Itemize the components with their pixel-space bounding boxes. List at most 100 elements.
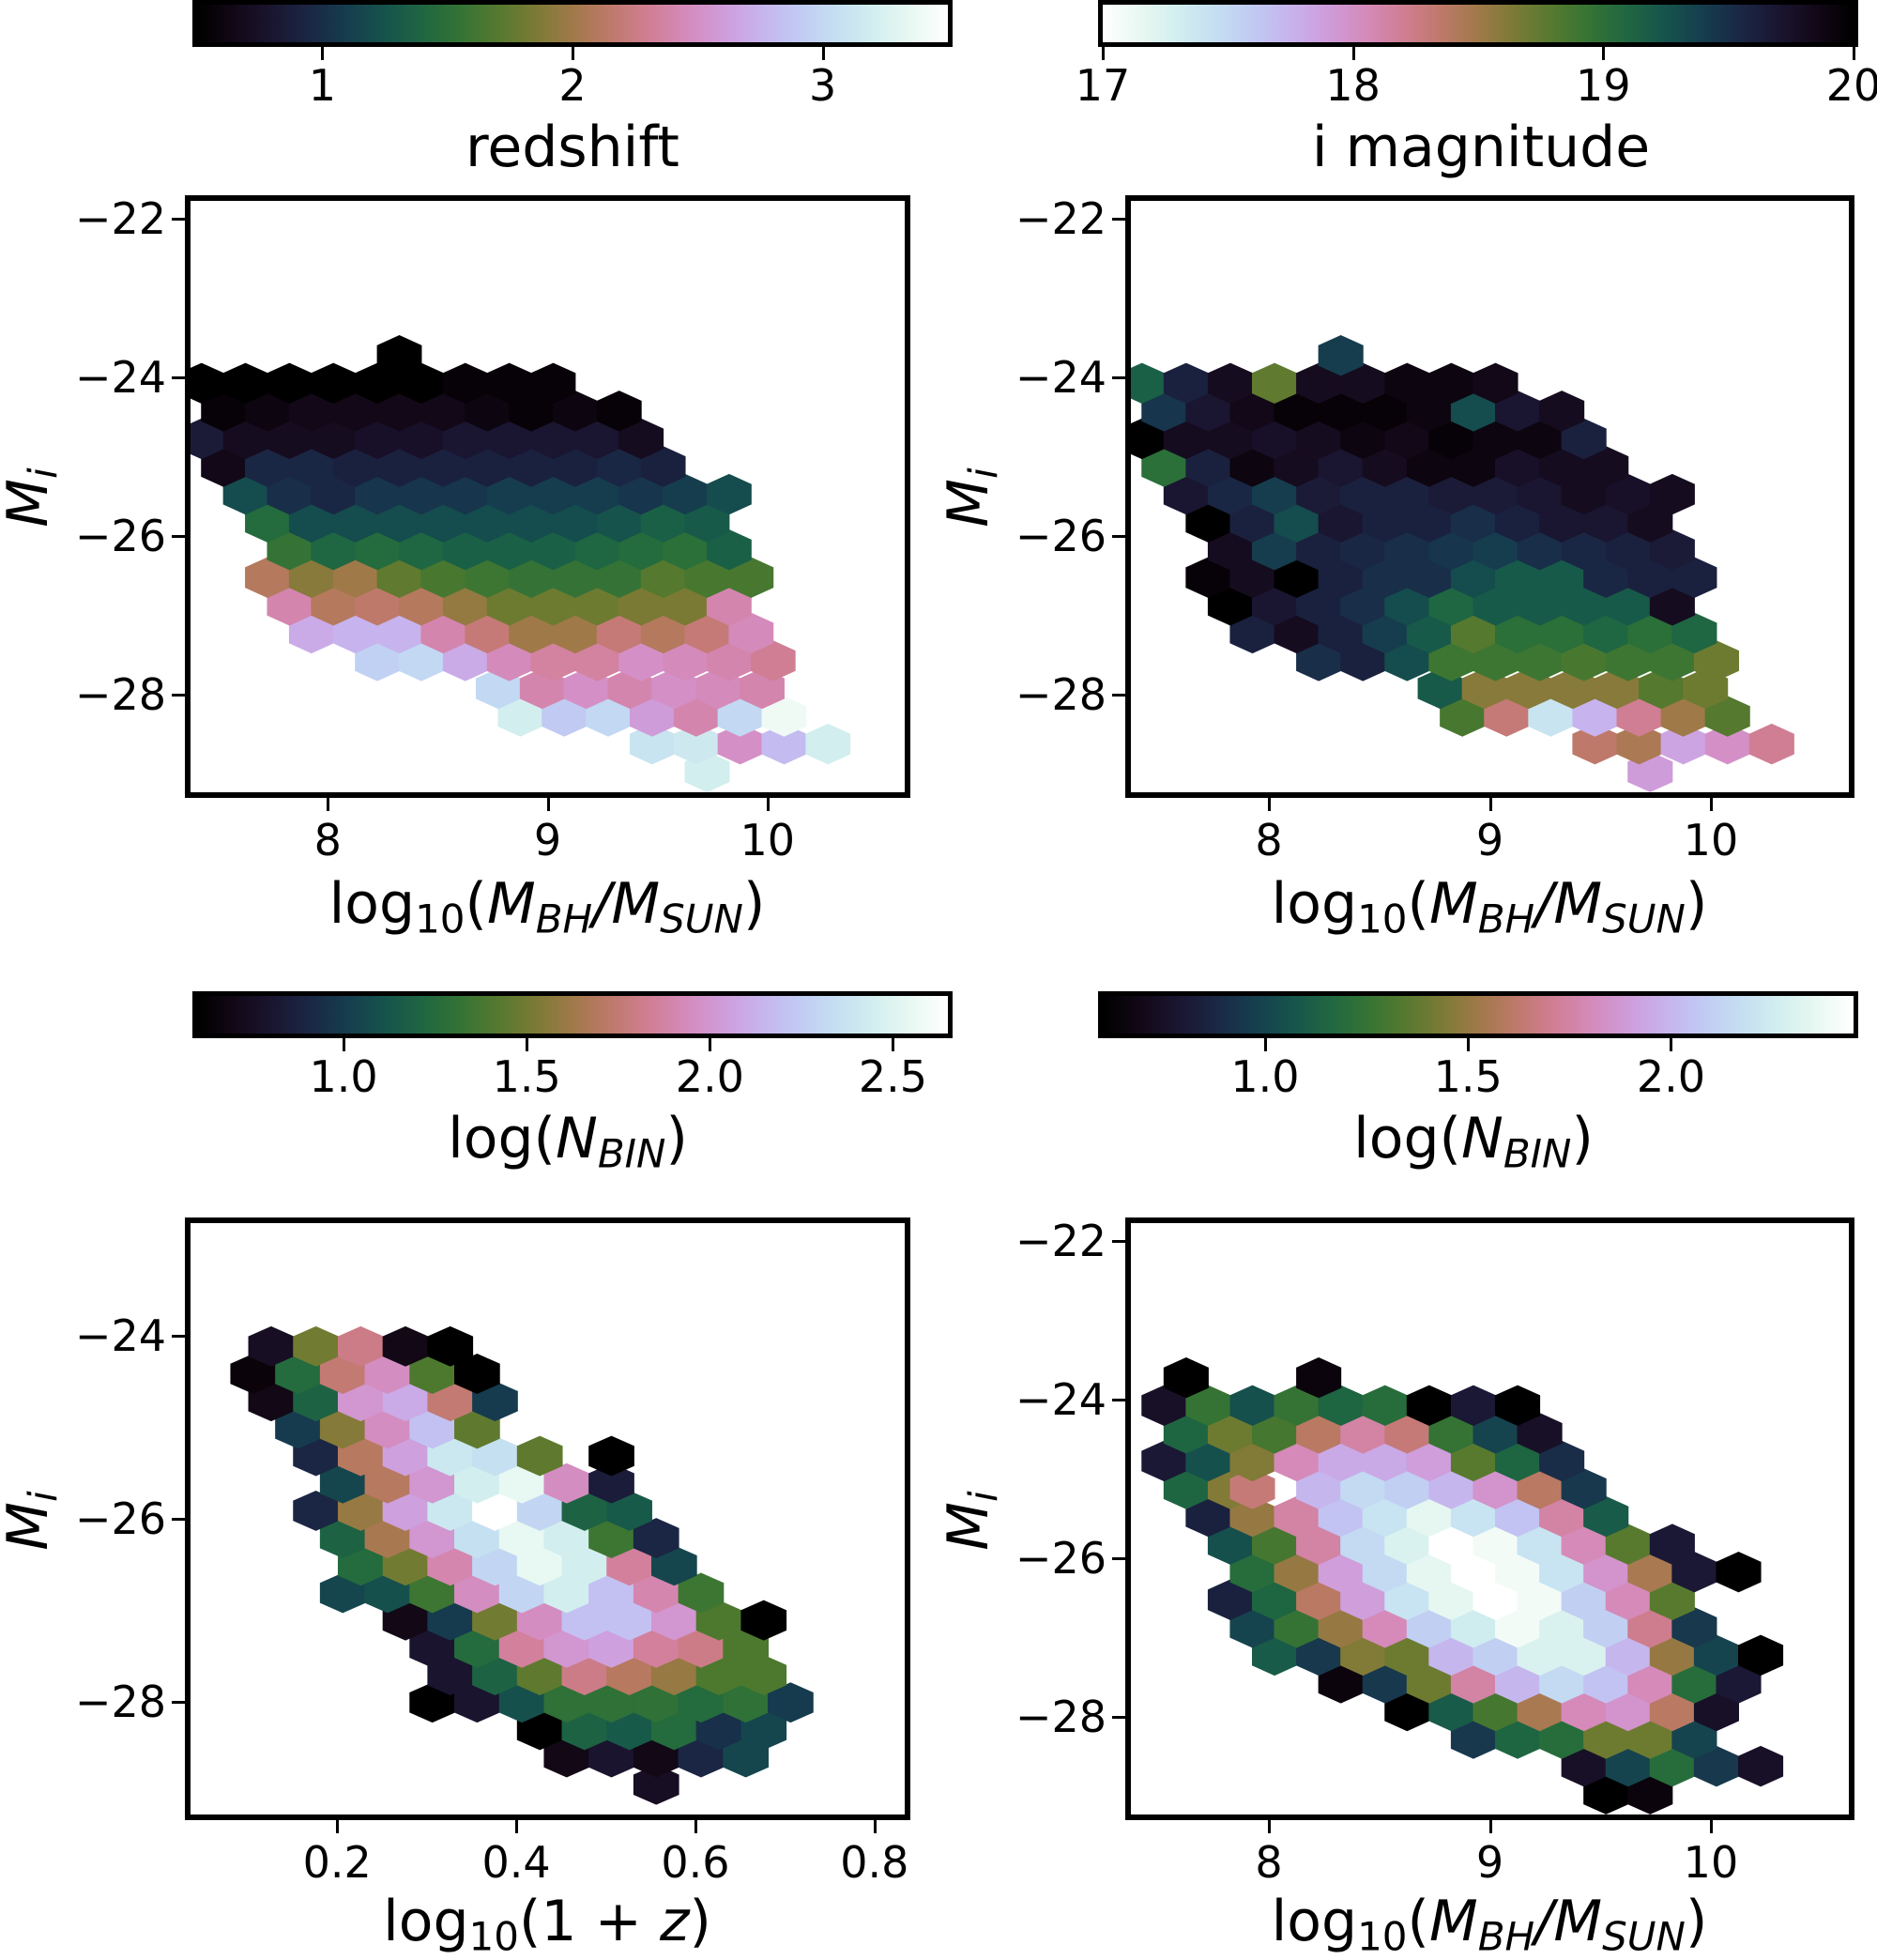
hexbin-cell xyxy=(1561,1468,1607,1509)
hexbin-cell xyxy=(1274,612,1320,654)
hexbin-cell xyxy=(355,528,401,571)
hexbin-cell xyxy=(201,390,247,432)
hexbin-cell xyxy=(543,1518,590,1559)
hexbin-cell xyxy=(633,1682,679,1723)
hexbin-cell xyxy=(245,501,290,543)
hexbin-cell xyxy=(1561,473,1607,515)
y-tick-label: −26 xyxy=(74,511,166,562)
hexbin-cell xyxy=(332,390,378,432)
hexbin-cell xyxy=(1495,446,1541,487)
xlabel-base: 10 xyxy=(1357,1913,1408,1960)
hexbin-cell xyxy=(1207,1579,1253,1620)
hexbin-cell xyxy=(376,335,422,376)
hexbin-cell xyxy=(1649,1579,1695,1620)
hexbin-cell xyxy=(420,446,466,487)
hexbin-cell xyxy=(1318,557,1364,598)
hexbin-cell xyxy=(618,585,664,626)
hexbin-cell xyxy=(1428,418,1474,460)
hexbin-cell xyxy=(1627,1607,1673,1648)
hexbin-cell xyxy=(761,696,807,737)
hexbin-cell xyxy=(311,528,357,571)
hexbin-cell xyxy=(1517,1579,1563,1620)
hexbin-cell xyxy=(629,723,675,765)
hexbin-cell xyxy=(364,1408,411,1449)
colorbar-tick-label: 1.0 xyxy=(1230,1051,1300,1102)
hexbin-cell xyxy=(684,557,730,598)
hexbin-cell xyxy=(1274,1385,1320,1426)
hexbin-cell xyxy=(267,528,313,571)
hexbin-cell xyxy=(420,390,466,432)
hexbin-cell xyxy=(465,612,511,654)
hexbin-cell xyxy=(355,418,401,460)
y-tick-label: −24 xyxy=(1015,1374,1106,1426)
y-tick-label: −26 xyxy=(74,1493,166,1544)
hexbin-cell xyxy=(516,1435,563,1477)
hexbin-cell xyxy=(1296,1413,1342,1454)
hexbin-cell xyxy=(319,1572,366,1614)
hexbin-cell xyxy=(498,1682,545,1723)
x-axis-label-mass: log10(MBH/MSUN) xyxy=(329,871,766,939)
hexbin-cell xyxy=(1340,1579,1386,1620)
colorbar-tick xyxy=(343,1038,346,1051)
hexbin-cell xyxy=(1428,1634,1474,1677)
hexbin-plot-i-magnitude xyxy=(1125,195,1854,798)
hexbin-cell xyxy=(222,473,268,515)
hexbin-cell xyxy=(486,640,532,681)
hexbin-cell xyxy=(319,1462,366,1504)
hexbin-cell xyxy=(1517,528,1563,571)
hexbin-cell xyxy=(454,1408,500,1449)
hexbin-cell xyxy=(191,362,224,404)
hexbin-cell xyxy=(399,362,444,404)
hexbin-cell xyxy=(1649,473,1695,515)
hexbin-cell xyxy=(454,1462,500,1504)
hexbin-cell xyxy=(1495,557,1541,598)
hexbin-cell xyxy=(409,1682,456,1723)
hexbin-cell xyxy=(1274,557,1320,598)
hexbin-cell xyxy=(382,1490,429,1531)
hexbin-cell xyxy=(1583,1495,1629,1538)
hexbin-cell xyxy=(1229,390,1275,432)
hexbin-cell xyxy=(706,528,752,571)
hexbin-cell xyxy=(1627,501,1673,543)
hexbin-cell xyxy=(574,418,620,460)
hexbin-cell xyxy=(1362,1607,1408,1648)
hexbin-cell xyxy=(530,473,576,515)
hexbin-cell xyxy=(1207,362,1253,404)
hexbin-cell xyxy=(1384,1413,1430,1454)
hexbin-cell xyxy=(376,446,422,487)
colorbar-tick-label: 2.0 xyxy=(1636,1051,1705,1102)
hexbin-cell xyxy=(337,1381,384,1422)
hexbin-cell xyxy=(1627,1718,1673,1759)
hexbin-cell xyxy=(588,1627,634,1668)
y-tick-label: −24 xyxy=(1015,352,1106,404)
hexbin-cell xyxy=(509,390,554,432)
colorbar-tick xyxy=(709,1038,712,1051)
hexbin-cell xyxy=(740,1655,787,1695)
hexbin-cell xyxy=(465,390,511,432)
hexbin-cell xyxy=(1428,362,1474,404)
hexbin-cell xyxy=(509,446,554,487)
hexbin-cell xyxy=(673,696,719,737)
hexbin-cell xyxy=(596,612,642,654)
hexbin-cell xyxy=(454,1572,500,1614)
hexbin-cell xyxy=(427,1381,474,1422)
hexbin-cell xyxy=(650,1709,697,1751)
hexbin-cell xyxy=(633,1764,679,1805)
hexbin-cell xyxy=(1428,585,1474,626)
hexbin-cell xyxy=(1517,1524,1563,1565)
hexbin-cell xyxy=(650,1600,697,1641)
label-var: N xyxy=(555,1106,598,1171)
hexbin-cell xyxy=(678,1627,725,1668)
hexbin-cell xyxy=(1517,473,1563,515)
hexbin-cell xyxy=(717,723,763,765)
y-tick xyxy=(1112,535,1125,539)
hexbin-cell xyxy=(1296,640,1342,681)
hexbin-cell xyxy=(472,1600,518,1641)
y-tick xyxy=(172,218,185,222)
hexbin-cell xyxy=(561,1490,608,1531)
hexbin-cell xyxy=(618,528,664,571)
hexbin-cell xyxy=(1207,1413,1253,1454)
hexbin-cell xyxy=(530,418,576,460)
xlabel-base: 10 xyxy=(1357,896,1408,942)
hexbin-cell xyxy=(319,1408,366,1449)
